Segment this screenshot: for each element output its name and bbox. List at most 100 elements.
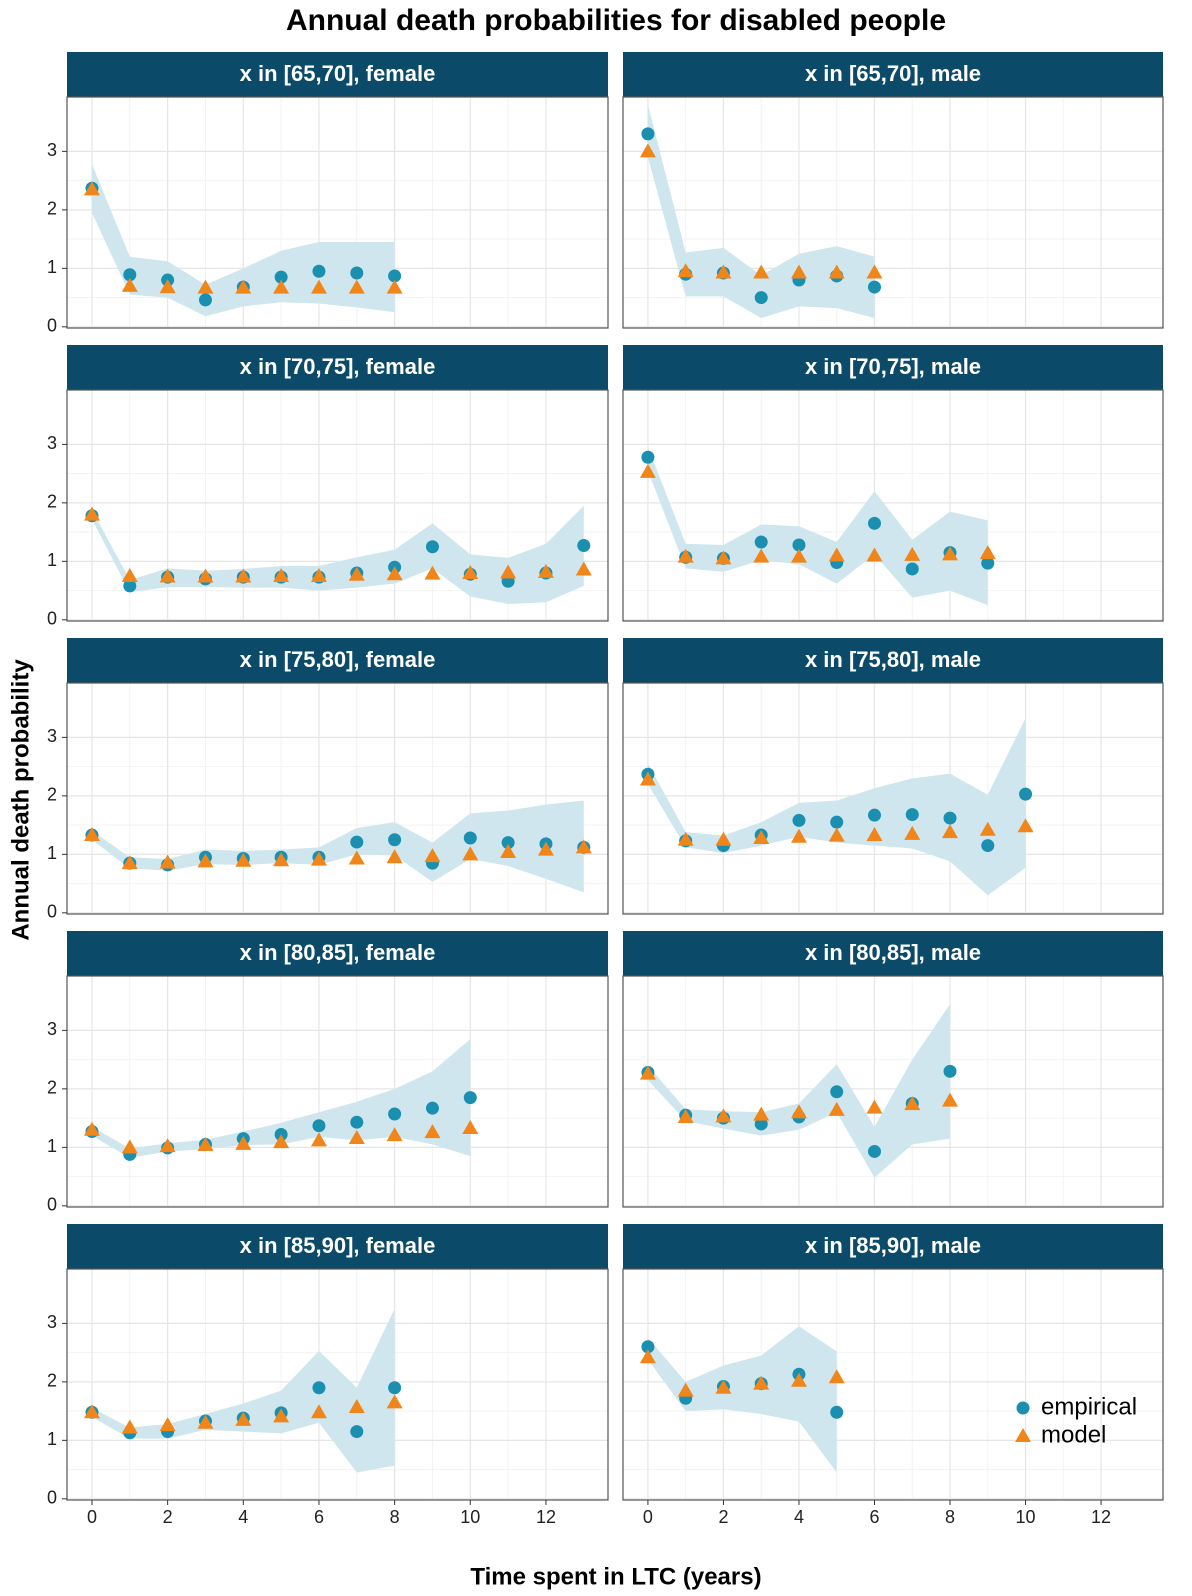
y-tick-label: 1	[47, 257, 57, 277]
model-point	[715, 264, 732, 279]
model-point	[121, 1139, 138, 1154]
model-point	[273, 1408, 290, 1423]
model-point	[310, 279, 327, 294]
model-point	[235, 852, 252, 867]
strip	[623, 1224, 1163, 1269]
empirical-point	[830, 1405, 844, 1419]
empirical-point	[754, 1117, 768, 1131]
y-tick-label: 3	[47, 140, 57, 160]
model-point	[83, 1121, 100, 1136]
model-point	[348, 850, 365, 865]
panel-border	[66, 975, 609, 1208]
model-point	[235, 279, 252, 294]
model-point	[715, 1108, 732, 1123]
confidence-band	[647, 1004, 951, 1178]
strip-title: x in [85,90], female	[240, 1233, 436, 1258]
strip	[623, 52, 1163, 97]
model-point	[424, 1124, 441, 1139]
x-tick-label: 4	[238, 1507, 248, 1527]
x-tick-label: 12	[536, 1507, 556, 1527]
model-point	[159, 1417, 176, 1432]
model-point	[979, 821, 996, 836]
empirical-point	[198, 293, 212, 307]
model-point	[866, 827, 883, 842]
x-tick-label: 6	[314, 1507, 324, 1527]
model-point	[197, 1414, 214, 1429]
model-point	[753, 829, 770, 844]
model-point	[639, 143, 656, 158]
model-point	[790, 1372, 807, 1387]
strip-title: x in [80,85], female	[240, 940, 436, 965]
model-point	[866, 1099, 883, 1114]
strip-title: x in [65,70], female	[240, 61, 436, 86]
model-point	[639, 463, 656, 478]
panel-border	[622, 682, 1164, 915]
empirical-point	[312, 1119, 326, 1133]
legend-key	[1016, 1401, 1030, 1415]
y-tick-label: 1	[47, 843, 57, 863]
y-tick-label: 0	[47, 902, 57, 922]
confidence-band	[647, 1326, 837, 1473]
x-tick-label: 12	[1091, 1507, 1111, 1527]
x-tick-label: 4	[794, 1507, 804, 1527]
confidence-band	[647, 104, 875, 319]
model-point	[235, 1411, 252, 1426]
empirical-point	[350, 1425, 364, 1439]
x-tick-label: 10	[1016, 1507, 1036, 1527]
model-point	[500, 564, 517, 579]
panel-background	[67, 976, 608, 1207]
strip-title: x in [70,75], male	[805, 354, 981, 379]
model-point	[537, 841, 554, 856]
y-axis-label: Annual death probability	[7, 659, 34, 941]
model-point	[639, 1065, 656, 1080]
model-point	[828, 1101, 845, 1116]
model-point	[197, 279, 214, 294]
y-tick-label: 3	[47, 433, 57, 453]
legend-label: empirical	[1041, 1393, 1137, 1420]
model-point	[942, 824, 959, 839]
model-point	[904, 825, 921, 840]
x-tick-label: 2	[718, 1507, 728, 1527]
empirical-point	[830, 815, 844, 829]
model-point	[121, 1419, 138, 1434]
empirical-point	[350, 1115, 364, 1129]
strip	[67, 52, 608, 97]
panel-background	[67, 683, 608, 914]
model-point	[904, 1096, 921, 1111]
model-point	[677, 1382, 694, 1397]
model-point	[677, 1108, 694, 1123]
empirical-point	[350, 835, 364, 849]
model-point	[790, 1104, 807, 1119]
model-point	[121, 855, 138, 870]
y-tick-label: 1	[47, 550, 57, 570]
empirical-point	[350, 266, 364, 280]
model-point	[790, 264, 807, 279]
model-point	[828, 547, 845, 562]
strip	[623, 345, 1163, 390]
empirical-point	[792, 538, 806, 552]
model-point	[462, 565, 479, 580]
model-point	[715, 550, 732, 565]
strip	[67, 931, 608, 976]
y-tick-label: 1	[47, 1136, 57, 1156]
model-point	[462, 846, 479, 861]
empirical-point	[867, 516, 881, 530]
model-point	[121, 277, 138, 292]
confidence-band	[91, 505, 584, 605]
model-point	[235, 1135, 252, 1150]
legend-label: model	[1041, 1421, 1106, 1448]
model-point	[197, 1137, 214, 1152]
model-point	[462, 1120, 479, 1135]
confidence-band	[647, 718, 1026, 896]
panel-background	[623, 976, 1163, 1207]
empirical-point	[123, 579, 137, 593]
strip-title: x in [85,90], male	[805, 1233, 981, 1258]
empirical-point	[123, 268, 137, 282]
panel-border	[66, 96, 609, 329]
model-point	[1017, 818, 1034, 833]
empirical-point	[905, 808, 919, 822]
y-tick-label: 3	[47, 726, 57, 746]
model-point	[273, 279, 290, 294]
model-point	[639, 1349, 656, 1364]
model-point	[828, 264, 845, 279]
